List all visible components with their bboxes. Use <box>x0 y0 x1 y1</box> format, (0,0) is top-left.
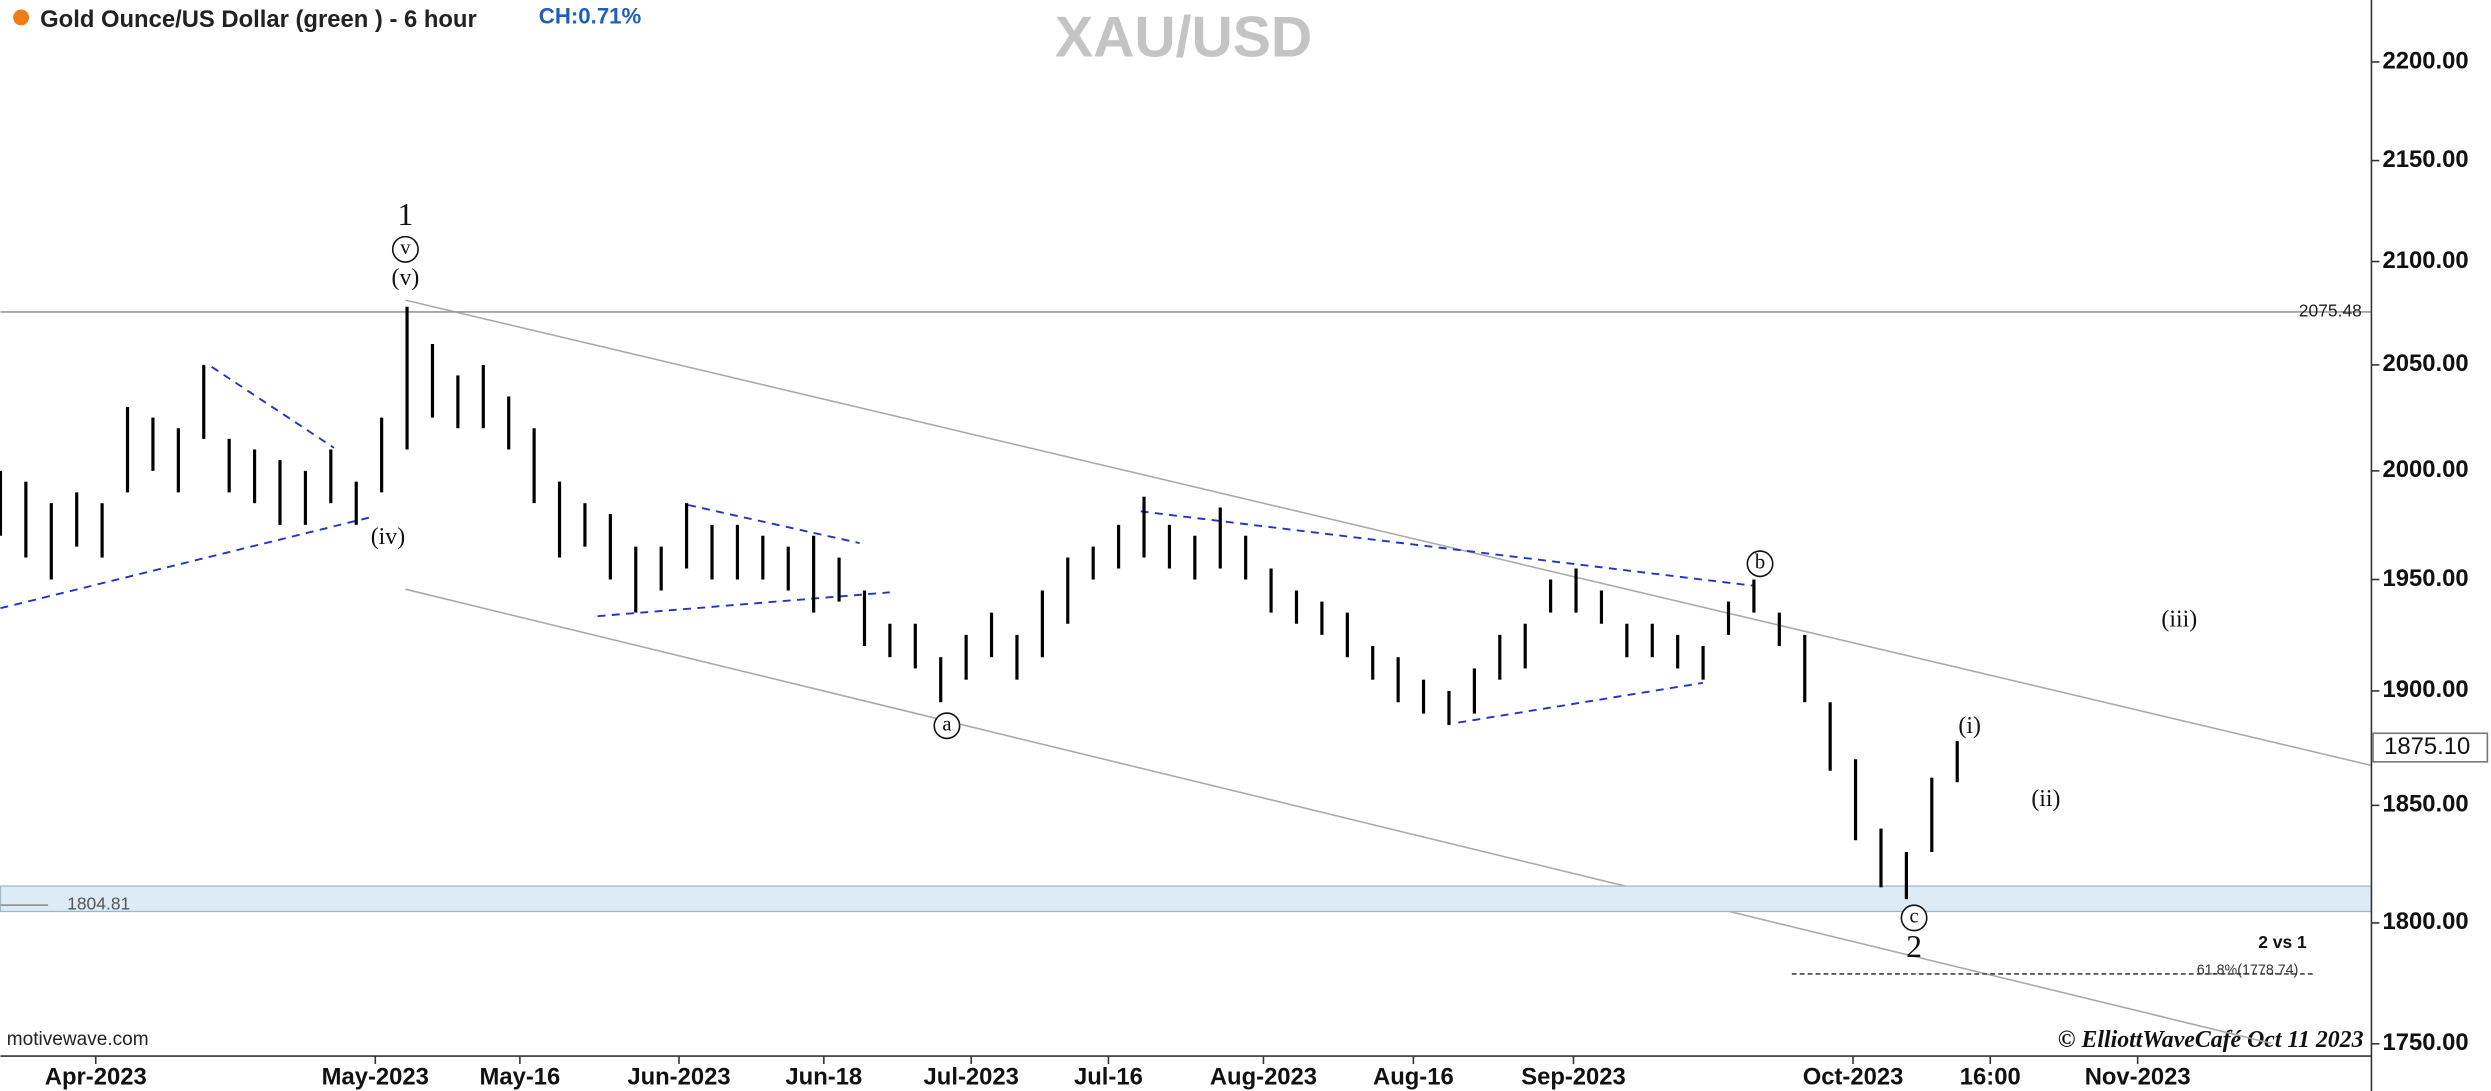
trend-line <box>1458 681 1704 724</box>
y-tick-label: 2000.00 <box>2383 456 2469 483</box>
wave-circle <box>1746 550 1774 578</box>
chart-title: XAU/USD <box>1055 5 1312 69</box>
channel-line <box>405 299 2372 767</box>
price-bars <box>0 306 1959 900</box>
high-label: 2075.48 <box>2299 301 2362 321</box>
wave-label: v <box>400 237 411 259</box>
x-tick-label: May-16 <box>480 1064 561 1091</box>
fib-label: 61.8%(1778.74) <box>2197 963 2299 979</box>
x-tick-label: May-2023 <box>322 1064 429 1091</box>
change: CH:0.71% <box>539 3 642 28</box>
y-tick-label: 1800.00 <box>2383 908 2469 935</box>
pattern-lines <box>0 366 1756 724</box>
y-tick-label: 1750.00 <box>2383 1029 2469 1056</box>
wave-circle <box>1900 904 1928 932</box>
wave-label: 1 <box>397 197 413 232</box>
x-tick-label: Jun-18 <box>785 1064 862 1091</box>
x-tick-label: Jun-2023 <box>627 1064 730 1091</box>
wave-label: 2 <box>1906 929 1922 964</box>
wave-label: c <box>1909 906 1918 928</box>
trend-line <box>211 366 335 449</box>
x-tick-label: Sep-2023 <box>1521 1064 1626 1091</box>
last-price-box <box>2372 732 2489 763</box>
x-tick-label: Jul-2023 <box>924 1064 1019 1091</box>
x-tick-label: 16:00 <box>1960 1064 2021 1091</box>
trend-line <box>1140 510 1756 587</box>
last-price-label: 1875.10 <box>2384 733 2470 760</box>
x-tick-label: Jul-16 <box>1074 1064 1143 1091</box>
y-tick-label: 1950.00 <box>2383 565 2469 592</box>
wave-label: (iv) <box>371 524 405 550</box>
y-tick-label: 2100.00 <box>2383 247 2469 274</box>
credit: © ElliottWaveCafé Oct 11 2023 <box>2058 1027 2364 1053</box>
trend-line <box>687 504 860 545</box>
wave-label: (ii) <box>2031 786 2060 812</box>
y-tick-label: 1900.00 <box>2383 676 2469 703</box>
wave-label: (i) <box>1958 713 1980 739</box>
wave-label: (iii) <box>2161 606 2197 632</box>
wave-label: a <box>942 713 951 735</box>
trend-line <box>0 516 370 610</box>
x-tick-label: Aug-2023 <box>1210 1064 1317 1091</box>
y-tick-label: 2200.00 <box>2383 47 2469 74</box>
wave-label: 2 vs 1 <box>2258 932 2307 952</box>
channel-line <box>405 588 2272 1045</box>
wave-circle <box>933 712 961 740</box>
y-tick-label: 2050.00 <box>2383 350 2469 377</box>
wave-label: b <box>1755 551 1765 573</box>
header: Gold Ounce/US Dollar (green ) - 6 hour <box>40 6 477 33</box>
x-tick-label: Oct-2023 <box>1803 1064 1904 1091</box>
wave-label: (v) <box>392 265 420 291</box>
wave-circle <box>391 235 419 263</box>
support-band <box>0 885 2373 913</box>
x-tick-label: Aug-16 <box>1373 1064 1454 1091</box>
x-tick-label: Nov-2023 <box>2085 1064 2191 1091</box>
y-tick-label: 1850.00 <box>2383 791 2469 818</box>
trend-line <box>597 591 890 618</box>
support-label: 1804.81 <box>67 894 130 914</box>
source: motivewave.com <box>7 1029 149 1050</box>
x-tick-label: Apr-2023 <box>45 1064 147 1091</box>
symbol-dot <box>13 9 30 26</box>
y-tick-label: 2150.00 <box>2383 146 2469 173</box>
